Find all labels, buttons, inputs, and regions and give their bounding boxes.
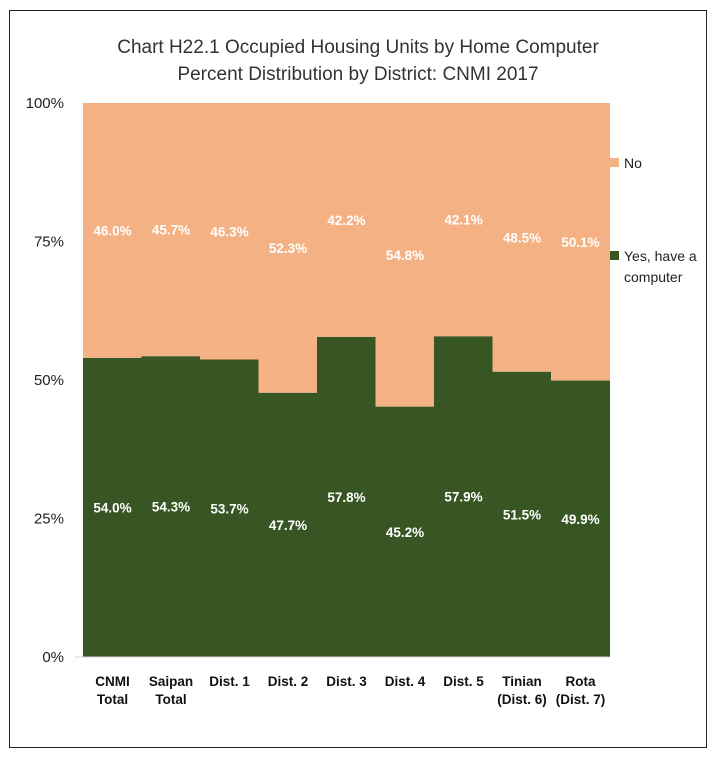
bar-segment <box>83 103 142 358</box>
data-label: 47.7% <box>269 518 307 533</box>
bars <box>75 103 610 658</box>
data-label: 57.9% <box>444 490 482 505</box>
category-label: Total <box>97 692 128 707</box>
bar-segment <box>492 103 552 372</box>
data-label: 42.1% <box>444 213 482 228</box>
data-label: 57.8% <box>327 490 365 505</box>
data-label: 49.9% <box>561 512 599 527</box>
bar-segment <box>492 371 552 657</box>
legend-swatch <box>610 251 619 260</box>
y-tick-label: 50% <box>34 372 64 389</box>
data-label: 52.3% <box>269 241 307 256</box>
bar-segment <box>551 103 610 381</box>
category-label: Dist. 1 <box>209 674 250 689</box>
category-label: Dist. 2 <box>268 674 309 689</box>
bar-segment <box>317 103 376 337</box>
bar-segment <box>375 406 435 657</box>
data-label: 42.2% <box>327 213 365 228</box>
y-tick-label: 0% <box>42 649 64 666</box>
bar-segment <box>375 103 435 407</box>
bar-segment <box>258 103 318 393</box>
bar-segment <box>258 392 318 657</box>
legend-label: Yes, have a <box>624 248 697 264</box>
category-label: Rota <box>566 674 596 689</box>
data-label: 45.2% <box>386 525 424 540</box>
data-label: 45.7% <box>152 223 190 238</box>
category-label: Saipan <box>149 674 193 689</box>
y-tick-label: 75% <box>34 234 64 251</box>
category-label: Dist. 3 <box>326 674 367 689</box>
bar-segment <box>141 103 201 357</box>
chart-title-line-1: Chart H22.1 Occupied Housing Units by Ho… <box>117 37 599 58</box>
y-tick-label: 100% <box>26 95 64 112</box>
y-tick-label: 25% <box>34 511 64 528</box>
category-label: CNMI <box>95 674 130 689</box>
category-label: Tinian <box>502 674 542 689</box>
legend-label: No <box>624 155 642 171</box>
bar-segment <box>141 356 201 657</box>
category-label: (Dist. 7) <box>556 692 606 707</box>
data-label: 48.5% <box>503 230 541 245</box>
bar-segment <box>551 380 610 657</box>
legend: No Yes, have a computer <box>610 155 697 285</box>
legend-swatch <box>610 158 619 167</box>
data-label: 46.3% <box>210 224 248 239</box>
data-label: 51.5% <box>503 507 541 522</box>
bar-segment <box>200 103 259 360</box>
bar-segment <box>200 359 259 657</box>
bar-segment <box>434 336 493 657</box>
data-label: 54.0% <box>93 500 131 515</box>
data-label: 54.8% <box>386 248 424 263</box>
data-label: 50.1% <box>561 235 599 250</box>
y-axis: 0% 25% 50% 75% 100% <box>26 95 64 666</box>
category-label: Dist. 4 <box>385 674 426 689</box>
bar-segment <box>83 357 142 657</box>
data-label: 54.3% <box>152 500 190 515</box>
data-label: 53.7% <box>210 501 248 516</box>
bar-segment <box>317 336 376 657</box>
category-label: Dist. 5 <box>443 674 484 689</box>
bar-segment <box>434 103 493 337</box>
data-label: 46.0% <box>93 223 131 238</box>
chart-title: Chart H22.1 Occupied Housing Units by Ho… <box>117 37 599 85</box>
category-labels: CNMI Total Saipan Total Dist. 1 Dist. 2 Dist. … <box>95 674 605 707</box>
data-labels: 54.0% 46.0% 54.3% 45.7% 53.7% 46.3% 47.7% 52.3%… <box>93 213 599 540</box>
category-label: (Dist. 6) <box>497 692 547 707</box>
legend-label: computer <box>624 269 683 285</box>
chart-title-line-2: Percent Distribution by District: CNMI 2… <box>177 64 538 85</box>
category-label: Total <box>155 692 186 707</box>
